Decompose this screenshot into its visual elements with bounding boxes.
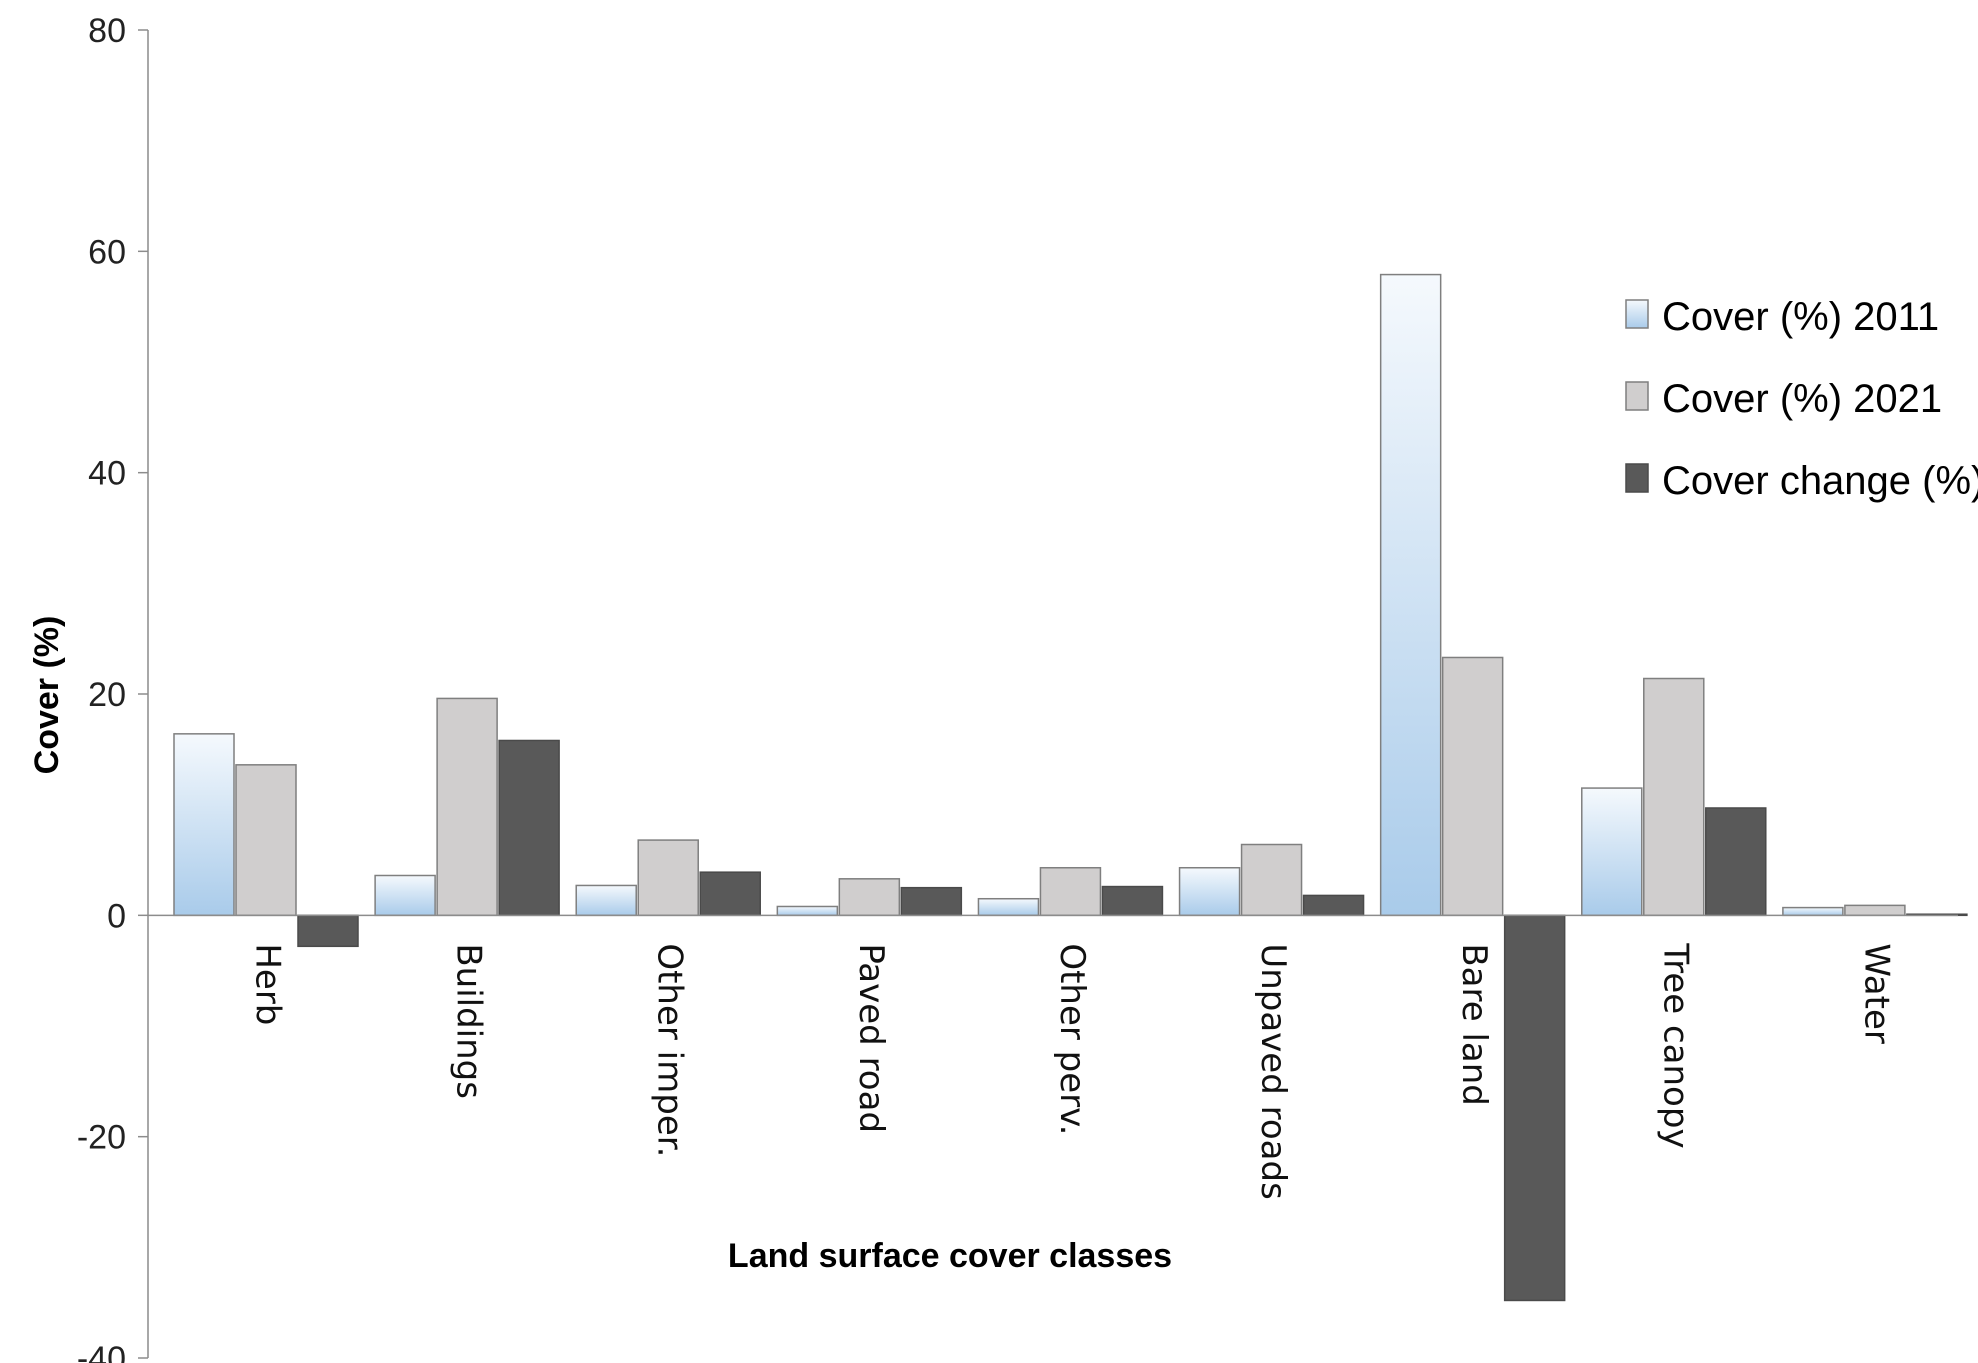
category-labels: Herb Buildings Other imper. Paved road Other… <box>248 942 1897 1199</box>
bar-cover-change <box>297 914 359 948</box>
bar-cover-2021 <box>436 697 498 917</box>
bar-cover-2011 <box>173 733 235 917</box>
bar-cover-2011 <box>977 897 1040 917</box>
bar-cover-2011 <box>1782 906 1844 917</box>
legend-label: Cover (%) 2011 <box>1662 295 1939 339</box>
y-tick-label: 0 <box>107 897 126 935</box>
legend: Cover (%) 2011 Cover (%) 2021 Cover change… <box>1625 295 1978 503</box>
y-tick-label: 80 <box>88 12 126 50</box>
y-axis-title: Cover (%) <box>28 616 66 775</box>
legend-swatch <box>1625 381 1649 411</box>
category-label: Unpaved roads <box>1253 943 1293 1199</box>
category-label: Buildings <box>449 943 489 1099</box>
bar-cover-2011 <box>1178 866 1241 917</box>
y-tick-label: 40 <box>88 455 126 493</box>
legend-label: Cover (%) 2021 <box>1662 377 1942 421</box>
bar-cover-2011 <box>776 905 839 917</box>
y-tick-label: -40 <box>77 1340 126 1363</box>
bar-cover-change <box>498 739 560 917</box>
bar-cover-change <box>900 886 963 917</box>
category-label: Tree canopy <box>1655 942 1695 1148</box>
category-label: Other perv. <box>1052 943 1092 1135</box>
category-label: Herb <box>248 943 288 1025</box>
category-label: Paved road <box>851 943 891 1133</box>
bar-cover-change <box>1503 914 1566 1302</box>
bars-layer <box>173 273 1968 1302</box>
bar-cover-2021 <box>235 764 297 917</box>
bar-cover-2021 <box>1643 677 1705 917</box>
bar-cover-2021 <box>838 878 901 917</box>
bar-cover-change <box>699 871 761 917</box>
category-label: Bare land <box>1454 943 1494 1106</box>
axes-layer: 80 60 40 20 0 -20 -40 <box>77 12 1958 1363</box>
x-axis-title: Land surface cover classes <box>728 1237 1172 1275</box>
y-tick-label: -20 <box>77 1119 126 1157</box>
bar-cover-2021 <box>1441 656 1504 917</box>
legend-label: Cover change (%) <box>1662 459 1978 503</box>
bar-cover-2021 <box>637 839 699 917</box>
bar-cover-2021 <box>1039 866 1102 917</box>
bar-cover-change <box>1302 894 1365 917</box>
bar-cover-change <box>1101 885 1164 917</box>
bar-cover-2011 <box>374 874 436 917</box>
legend-swatch <box>1625 463 1649 493</box>
bar-cover-2021 <box>1844 904 1906 917</box>
category-label: Other imper. <box>650 943 690 1157</box>
category-label: Water <box>1856 943 1896 1044</box>
bar-cover-2021 <box>1240 843 1303 917</box>
legend-swatch <box>1625 299 1649 329</box>
bar-cover-change <box>1705 807 1767 917</box>
y-tick-label: 60 <box>88 233 126 271</box>
bar-cover-2011 <box>575 884 637 917</box>
bar-cover-2011 <box>1379 273 1442 917</box>
bar-cover-2011 <box>1581 787 1643 917</box>
y-tick-label: 20 <box>88 676 126 714</box>
